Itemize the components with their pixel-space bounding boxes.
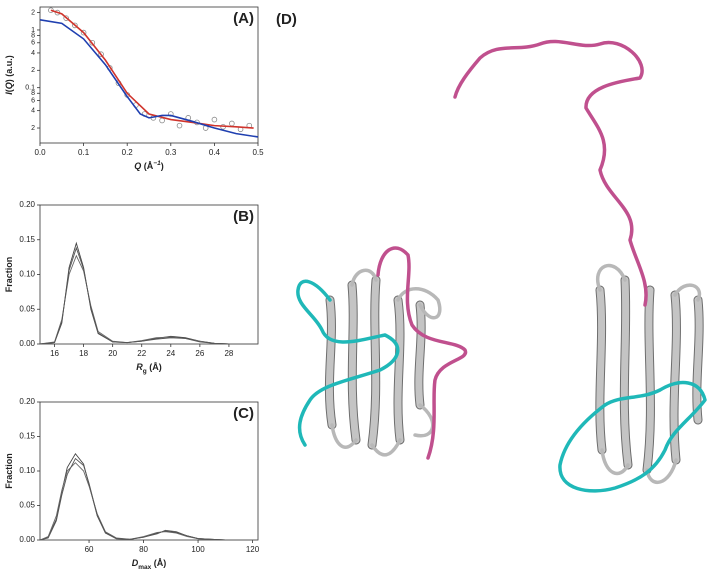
x-tick-label: 0.4	[209, 148, 221, 157]
protein-structure	[296, 39, 707, 493]
y-tick-label: 8	[31, 90, 35, 97]
y-tick-label: 8	[31, 32, 35, 39]
x-tick-label: 100	[191, 545, 205, 554]
x-tick-label: 26	[195, 349, 204, 358]
x-axis-label-part: D	[132, 558, 139, 568]
y-tick-label: 1	[31, 27, 35, 34]
y-axis-label-part: Q	[4, 82, 14, 89]
y-axis-label-part: Fraction	[4, 257, 14, 293]
chart: 60 80 100 120 0.00 0.05 0.10 0.15 0.20 (C) Dmax (Å…	[4, 397, 259, 571]
y-axis-label-part: ) (a.u.)	[4, 55, 14, 82]
y-tick-label: 0.15	[19, 235, 35, 244]
data-point	[89, 39, 96, 46]
plot-frame	[39, 204, 259, 345]
x-axis-label: Rg (Å)	[136, 362, 161, 375]
x-tick-label: 20	[108, 349, 117, 358]
x-tick-label: 0.5	[252, 148, 264, 157]
panel-label: (D)	[276, 11, 297, 28]
chart: 16 18 20 22 24 26 28 0.00 0.05 0.10 0.15 0.20 (B) Rg …	[4, 200, 259, 375]
x-tick-label: 0.3	[165, 148, 177, 157]
data-point	[98, 51, 104, 58]
y-tick-label: 0.20	[19, 397, 35, 406]
x-tick-label: 28	[224, 349, 233, 358]
y-axis-label-part: (	[4, 89, 14, 92]
x-axis-label-part: )	[161, 161, 164, 171]
panel-label: (C)	[233, 405, 254, 422]
y-tick-label: 6	[31, 40, 35, 47]
x-tick-label: 0.1	[78, 148, 90, 157]
data-point	[80, 29, 87, 36]
x-tick-label: 18	[79, 349, 88, 358]
plot-frame	[39, 6, 259, 144]
y-axis-label-part: I	[4, 92, 14, 95]
panel-label: (A)	[233, 10, 254, 27]
y-tick-label: 0.1	[25, 85, 35, 92]
x-axis-label-part: g	[143, 368, 147, 375]
series-line	[39, 462, 258, 541]
x-tick-label: 0.2	[122, 148, 134, 157]
data-point	[72, 22, 78, 29]
y-axis-label: I(Q) (a.u.)	[4, 55, 14, 95]
x-axis-label-part: −1	[153, 160, 161, 167]
y-axis-label: Fraction	[4, 257, 14, 293]
x-axis-label: Q (Å−1)	[134, 160, 163, 171]
y-axis-label: Fraction	[4, 453, 14, 489]
data-point	[176, 122, 183, 129]
panel-label: (B)	[233, 208, 254, 225]
data-point	[211, 116, 218, 123]
y-tick-label: 6	[31, 97, 35, 104]
y-tick-label: 4	[31, 50, 35, 57]
y-tick-label: 2	[31, 9, 35, 16]
x-tick-label: 22	[137, 349, 146, 358]
series-line	[50, 9, 254, 129]
x-tick-label: 0.0	[34, 148, 46, 157]
y-tick-label: 0.10	[19, 270, 35, 279]
y-tick-label: 4	[31, 107, 35, 114]
x-axis-label-part: Q	[134, 161, 141, 171]
x-tick-label: 24	[166, 349, 175, 358]
y-tick-label: 0.05	[19, 501, 35, 510]
x-axis-label-part: (Å	[141, 161, 153, 171]
y-tick-label: 0.15	[19, 432, 35, 441]
x-axis-label-part: R	[136, 362, 143, 372]
x-tick-label: 80	[139, 545, 148, 554]
x-tick-label: 60	[85, 545, 94, 554]
y-tick-label: 0.00	[19, 339, 35, 348]
y-axis-label-part: Fraction	[4, 453, 14, 489]
y-tick-label: 0.05	[19, 304, 35, 313]
data-point	[63, 15, 69, 21]
data-point	[229, 120, 235, 127]
y-tick-label: 0.00	[19, 535, 35, 544]
y-tick-label: 2	[31, 67, 35, 74]
x-axis-label: Dmax (Å)	[132, 558, 167, 571]
series-line	[39, 246, 258, 345]
plot-frame	[39, 401, 259, 541]
series-line	[39, 457, 258, 541]
x-tick-label: 120	[246, 545, 260, 554]
x-axis-label-part: max	[138, 564, 151, 571]
x-axis-label-part: (Å)	[151, 558, 166, 568]
y-tick-label: 0.20	[19, 200, 35, 209]
y-tick-label: 2	[31, 125, 35, 132]
x-tick-label: 16	[50, 349, 59, 358]
series-line	[39, 452, 258, 541]
series-line	[39, 254, 258, 345]
series-line	[39, 19, 259, 138]
data-point	[168, 111, 174, 117]
data-point	[159, 117, 165, 124]
x-axis-label-part: (Å)	[147, 362, 162, 372]
y-tick-label: 0.10	[19, 466, 35, 475]
